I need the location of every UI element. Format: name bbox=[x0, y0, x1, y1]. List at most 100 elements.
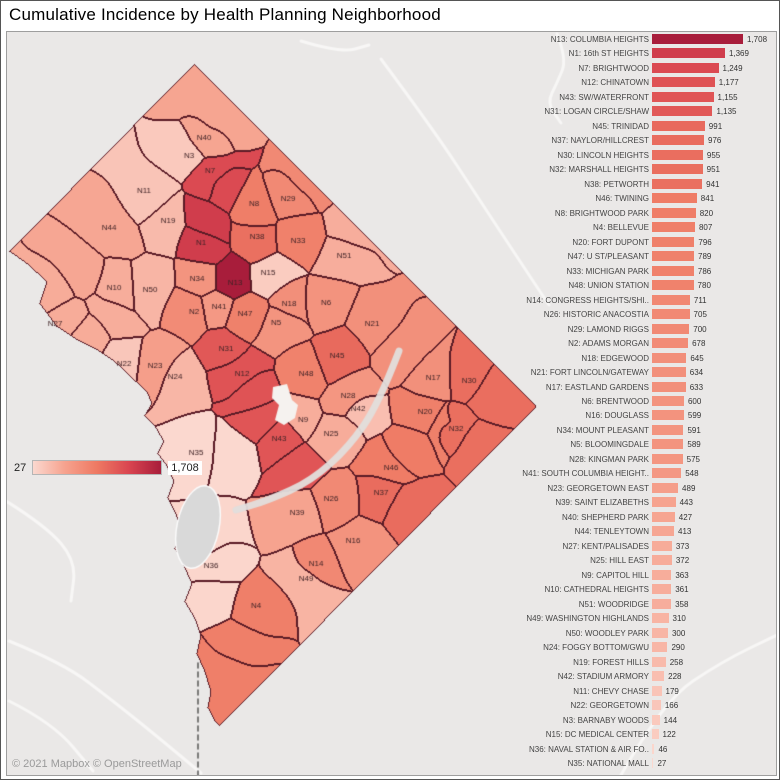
bar[interactable] bbox=[652, 627, 668, 638]
bar-value: 705 bbox=[693, 310, 707, 320]
bar[interactable] bbox=[652, 758, 654, 768]
bar[interactable] bbox=[652, 164, 703, 175]
bar[interactable] bbox=[652, 453, 683, 464]
bar[interactable] bbox=[652, 439, 684, 450]
bar[interactable] bbox=[652, 671, 665, 682]
choropleth-map[interactable] bbox=[7, 32, 776, 775]
bar-row: N21: FORT LINCOLN/GATEWAY 634 bbox=[7, 367, 776, 378]
bar[interactable] bbox=[652, 381, 686, 392]
bar-row: N42: STADIUM ARMORY 228 bbox=[7, 671, 776, 682]
bar[interactable] bbox=[652, 48, 725, 59]
bar-row: N3: BARNABY WOODS 144 bbox=[7, 714, 776, 726]
bar-value: 489 bbox=[682, 483, 696, 493]
bar[interactable] bbox=[652, 106, 713, 117]
bar[interactable] bbox=[652, 497, 676, 508]
bar[interactable] bbox=[652, 62, 719, 73]
bar[interactable] bbox=[652, 34, 743, 44]
bar-value: 955 bbox=[706, 150, 721, 160]
bar[interactable] bbox=[652, 743, 655, 754]
bar-value: 645 bbox=[690, 353, 704, 363]
bar[interactable] bbox=[652, 280, 694, 291]
bar-label: N15: DC MEDICAL CENTER bbox=[545, 730, 649, 740]
bar[interactable] bbox=[652, 656, 666, 667]
bar[interactable] bbox=[652, 294, 690, 305]
bar-value: 951 bbox=[706, 165, 721, 175]
bar-label: N1: 16th ST HEIGHTS bbox=[568, 49, 649, 59]
bar-label: N50: WOODLEY PARK bbox=[565, 628, 649, 638]
bar[interactable] bbox=[652, 91, 714, 102]
bar-value: 361 bbox=[675, 585, 689, 595]
bar[interactable] bbox=[652, 352, 687, 363]
bar[interactable] bbox=[652, 700, 661, 711]
bar-row: N51: WOODRIDGE 358 bbox=[7, 598, 776, 610]
bar-value: 443 bbox=[679, 498, 693, 508]
bar[interactable] bbox=[652, 468, 682, 479]
bar[interactable] bbox=[652, 424, 684, 435]
bar-row: N32: MARSHALL HEIGHTS 951 bbox=[7, 164, 776, 175]
bar[interactable] bbox=[652, 511, 675, 522]
bar[interactable] bbox=[652, 410, 684, 421]
bar-value: 1,249 bbox=[722, 63, 743, 73]
bar[interactable] bbox=[652, 77, 715, 88]
bar[interactable] bbox=[652, 584, 672, 595]
legend-gradient-bar bbox=[32, 460, 163, 475]
bar-label: N25: HILL EAST bbox=[590, 556, 649, 566]
bar-label: N28: KINGMAN PARK bbox=[569, 454, 649, 464]
bar[interactable] bbox=[652, 685, 662, 696]
bar[interactable] bbox=[652, 323, 690, 334]
bar-value: 363 bbox=[675, 570, 689, 580]
bar-value: 122 bbox=[662, 730, 676, 740]
bar[interactable] bbox=[652, 120, 705, 131]
bar[interactable] bbox=[652, 193, 697, 204]
bar-row: N22: GEORGETOWN 166 bbox=[7, 700, 776, 711]
bar[interactable] bbox=[652, 338, 689, 349]
bar[interactable] bbox=[652, 251, 695, 262]
bar[interactable] bbox=[652, 729, 659, 740]
bar-row: N18: EDGEWOOD 645 bbox=[7, 352, 776, 364]
bar[interactable] bbox=[652, 207, 696, 218]
bar-row: N46: TWINING 841 bbox=[7, 193, 776, 204]
bar[interactable] bbox=[652, 222, 695, 233]
bar[interactable] bbox=[652, 540, 672, 551]
bar[interactable] bbox=[652, 396, 684, 406]
bar[interactable] bbox=[652, 613, 669, 624]
bar-row: N8: BRIGHTWOOD PARK 820 bbox=[7, 207, 776, 219]
bar-value: 1,369 bbox=[728, 49, 749, 59]
bar-row: N26: HISTORIC ANACOSTIA 705 bbox=[7, 309, 776, 320]
bar-row: N48: UNION STATION 780 bbox=[7, 280, 776, 291]
bar[interactable] bbox=[652, 526, 674, 537]
bar[interactable] bbox=[652, 642, 668, 653]
bar-label: N19: FOREST HILLS bbox=[573, 657, 649, 667]
bar-row: N6: BRENTWOOD 600 bbox=[7, 396, 776, 407]
bar-row: N30: LINCOLN HEIGHTS 955 bbox=[7, 149, 776, 161]
bar-label: N33: MICHIGAN PARK bbox=[566, 266, 649, 276]
bar-label: N13: COLUMBIA HEIGHTS bbox=[550, 35, 649, 44]
bar[interactable] bbox=[652, 598, 672, 609]
bar[interactable] bbox=[652, 309, 690, 320]
bar[interactable] bbox=[652, 265, 694, 276]
bar-value: 372 bbox=[675, 556, 690, 566]
bar-row: N13: COLUMBIA HEIGHTS 1,708 bbox=[7, 34, 776, 45]
bar-row: N1: 16th ST HEIGHTS 1,369 bbox=[7, 48, 776, 59]
bar-row: N20: FORT DUPONT 796 bbox=[7, 236, 776, 248]
bar-value: 820 bbox=[699, 208, 714, 218]
bar-label: N26: HISTORIC ANACOSTIA bbox=[543, 310, 649, 320]
bar-row: N44: TENLEYTOWN 413 bbox=[7, 526, 776, 537]
bar-label: N22: GEORGETOWN bbox=[570, 701, 649, 711]
bar[interactable] bbox=[652, 482, 679, 493]
bar-value: 1,155 bbox=[717, 92, 738, 102]
bar[interactable] bbox=[652, 178, 703, 189]
bar-label: N41: SOUTH COLUMBIA HEIGHT.. bbox=[522, 469, 649, 479]
bar-row: N28: KINGMAN PARK 575 bbox=[7, 453, 776, 465]
bar[interactable] bbox=[652, 569, 672, 580]
bar[interactable] bbox=[652, 236, 695, 247]
bar[interactable] bbox=[652, 135, 704, 146]
bar-row: N5: BLOOMINGDALE 589 bbox=[7, 439, 776, 450]
bar[interactable] bbox=[652, 555, 672, 566]
bar-value: 711 bbox=[693, 295, 707, 305]
bar[interactable] bbox=[652, 367, 686, 378]
bar[interactable] bbox=[652, 149, 703, 160]
bar-value: 780 bbox=[697, 281, 711, 291]
bar-value: 1,708 bbox=[747, 35, 768, 44]
bar[interactable] bbox=[652, 714, 660, 725]
